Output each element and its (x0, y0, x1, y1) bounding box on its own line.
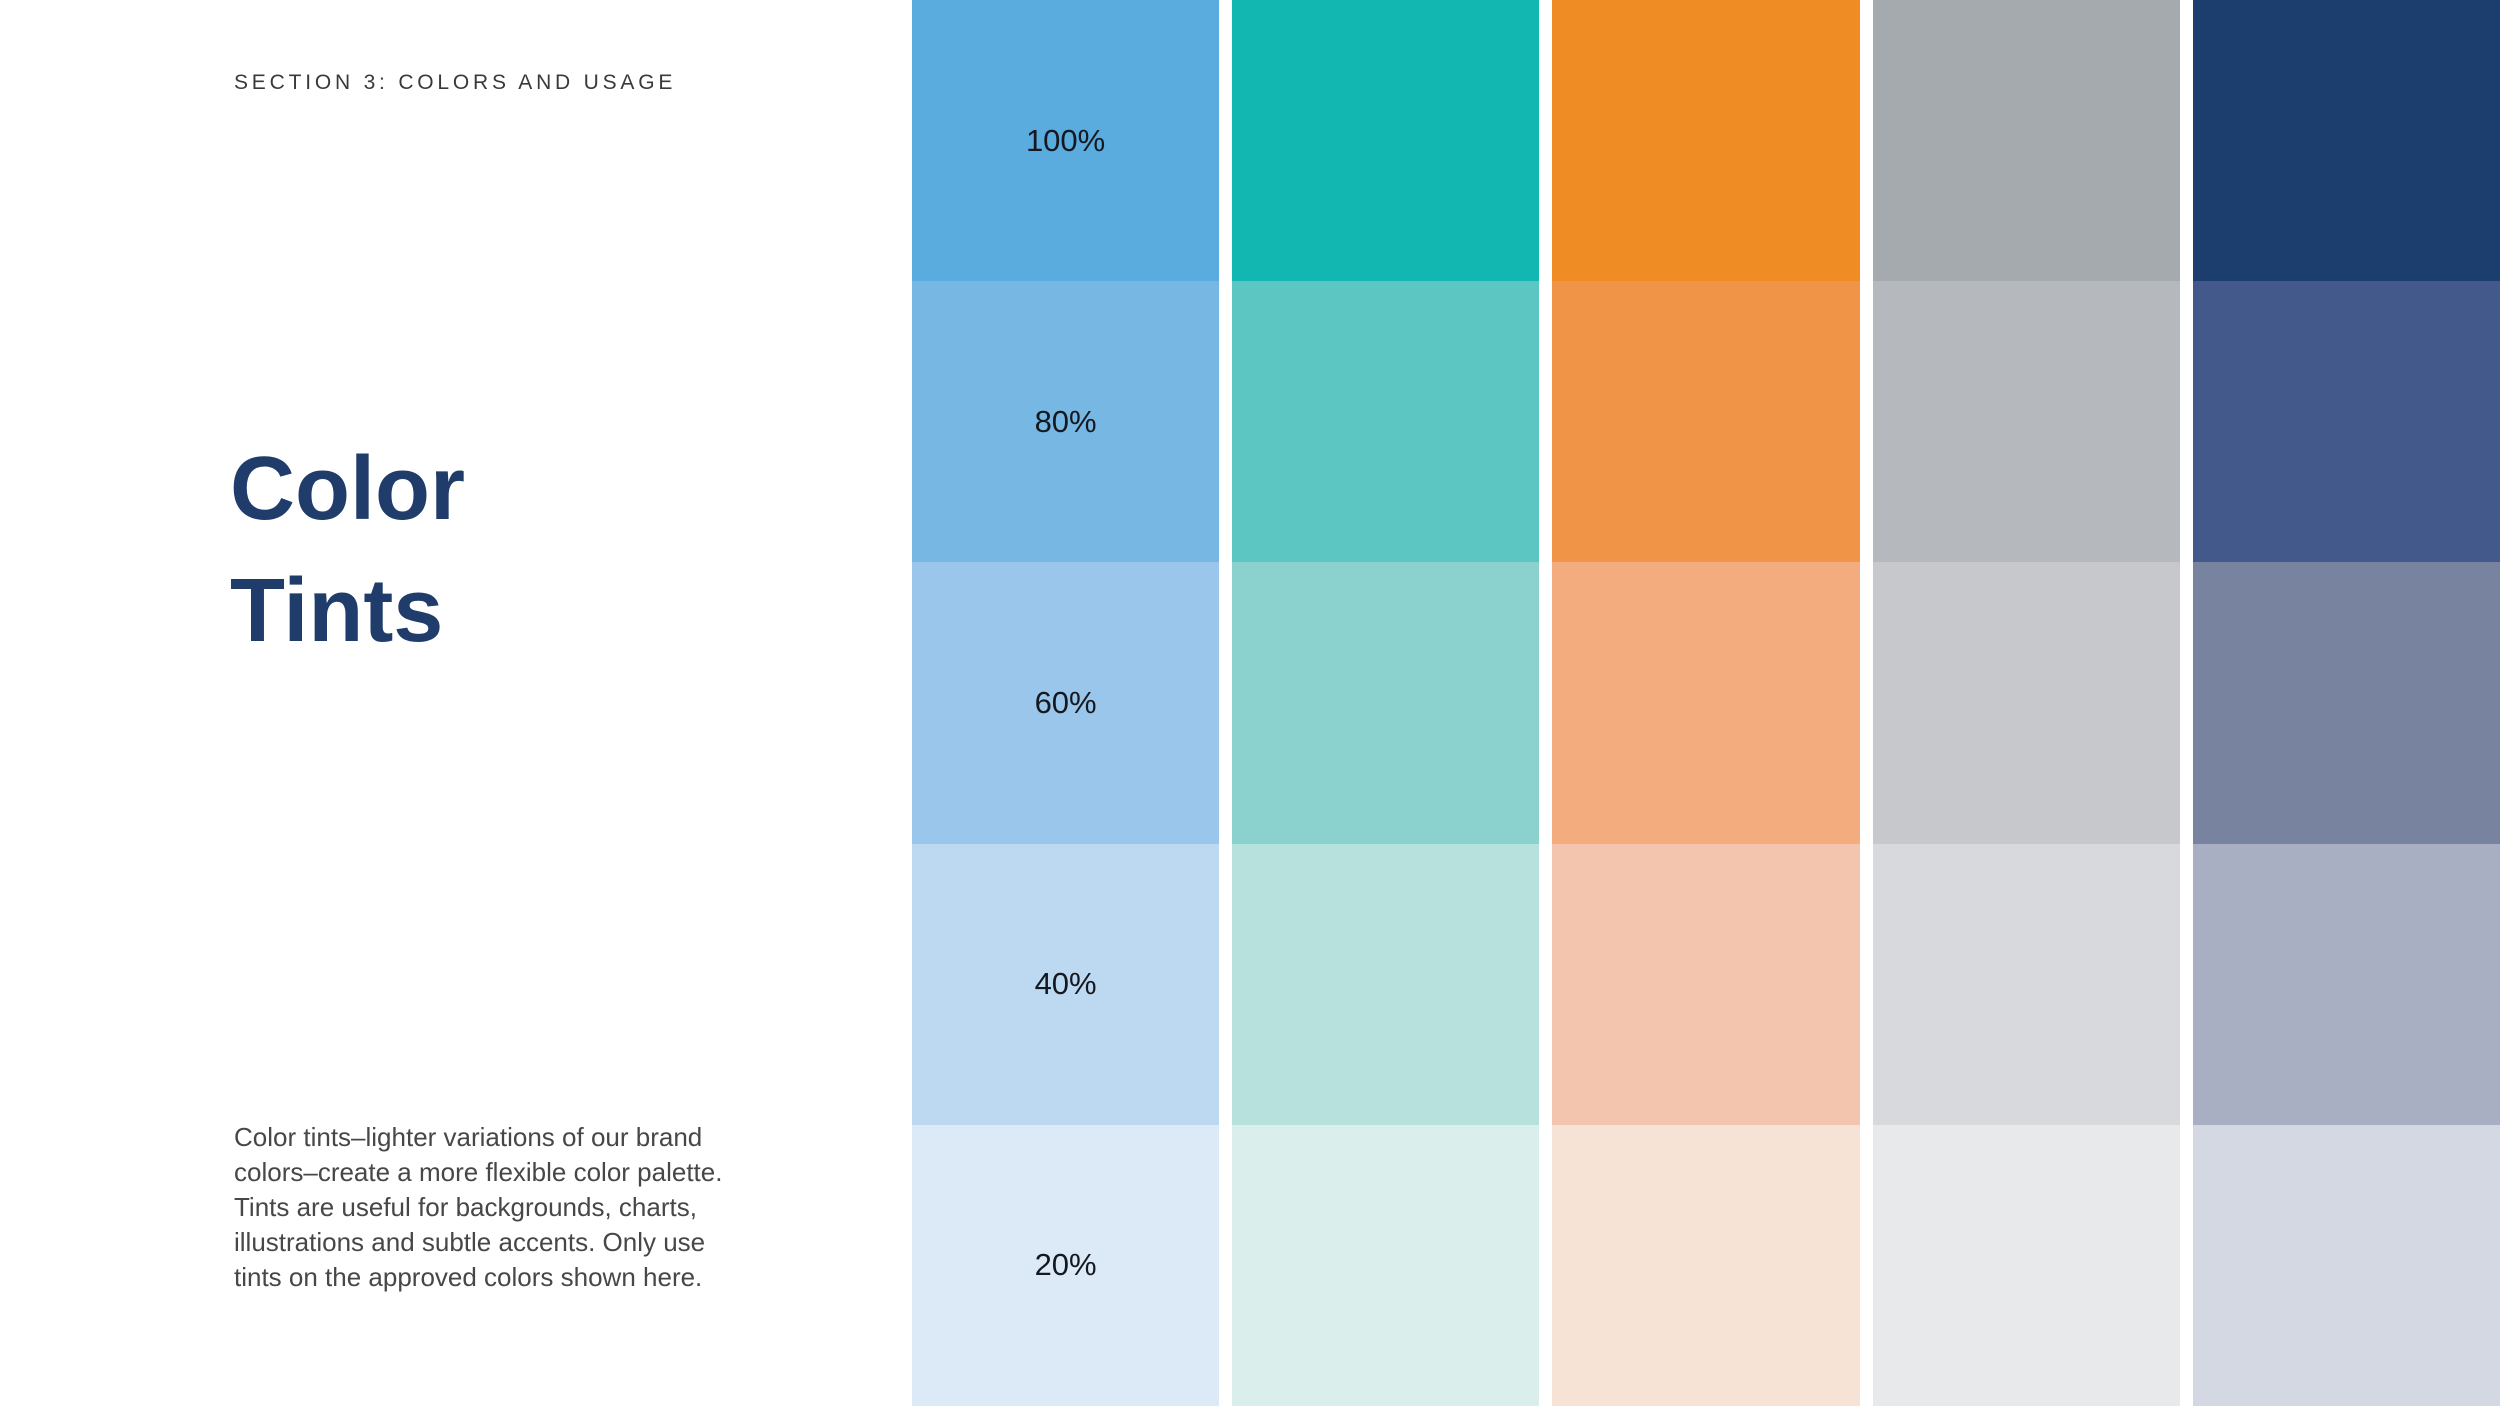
swatch-column-teal (1232, 0, 1540, 1406)
page-title: Color Tints (230, 428, 465, 672)
swatch-column-orange (1552, 0, 1860, 1406)
tint-swatch-orange-60 (1552, 562, 1860, 844)
swatch-column-gray (1872, 0, 2180, 1406)
tint-swatch-gray-20 (1872, 1124, 2180, 1406)
page-title-line2: Tints (230, 561, 444, 661)
tint-swatch-orange-100 (1552, 0, 1860, 282)
tint-swatch-teal-80 (1232, 281, 1540, 563)
swatch-grid: 100% 80% 60% 40% 20% (912, 0, 2500, 1406)
tint-swatch-blue-80: 80% (912, 281, 1220, 563)
swatch-column-blue: 100% 80% 60% 40% 20% (912, 0, 1220, 1406)
tint-swatch-gray-80 (1872, 281, 2180, 563)
tint-swatch-orange-80 (1552, 281, 1860, 563)
tint-swatch-navy-100 (2192, 0, 2500, 282)
description-line: colors–create a more flexible color pale… (234, 1157, 723, 1187)
description-line: illustrations and subtle accents. Only u… (234, 1227, 706, 1257)
tint-swatch-teal-40 (1232, 843, 1540, 1125)
tint-swatch-gray-100 (1872, 0, 2180, 282)
tint-swatch-orange-40 (1552, 843, 1860, 1125)
tint-swatch-blue-100: 100% (912, 0, 1220, 282)
swatch-column-navy (2192, 0, 2500, 1406)
tint-swatch-blue-20: 20% (912, 1124, 1220, 1406)
tint-swatch-teal-20 (1232, 1124, 1540, 1406)
section-eyebrow: SECTION 3: COLORS AND USAGE (234, 71, 677, 94)
tint-level-label: 80% (1034, 403, 1097, 439)
tint-swatch-navy-20 (2192, 1124, 2500, 1406)
tint-level-label: 20% (1034, 1247, 1097, 1283)
tint-swatch-orange-20 (1552, 1124, 1860, 1406)
description-line: Color tints–lighter variations of our br… (234, 1122, 703, 1152)
tint-swatch-gray-40 (1872, 843, 2180, 1125)
tint-swatch-teal-60 (1232, 562, 1540, 844)
description-paragraph: Color tints–lighter variations of our br… (234, 1120, 722, 1295)
tint-swatch-teal-100 (1232, 0, 1540, 282)
tint-swatch-blue-40: 40% (912, 843, 1220, 1125)
tint-swatch-navy-80 (2192, 281, 2500, 563)
tint-level-label: 100% (1025, 122, 1106, 158)
tint-level-label: 40% (1034, 966, 1097, 1002)
tint-level-label: 60% (1034, 684, 1097, 720)
tint-swatch-navy-60 (2192, 562, 2500, 844)
description-line: tints on the approved colors shown here. (234, 1262, 703, 1292)
tint-swatch-blue-60: 60% (912, 562, 1220, 844)
tint-swatch-gray-60 (1872, 562, 2180, 844)
page-title-line1: Color (230, 439, 465, 539)
description-line: Tints are useful for backgrounds, charts… (234, 1192, 697, 1222)
tint-swatch-navy-40 (2192, 843, 2500, 1125)
